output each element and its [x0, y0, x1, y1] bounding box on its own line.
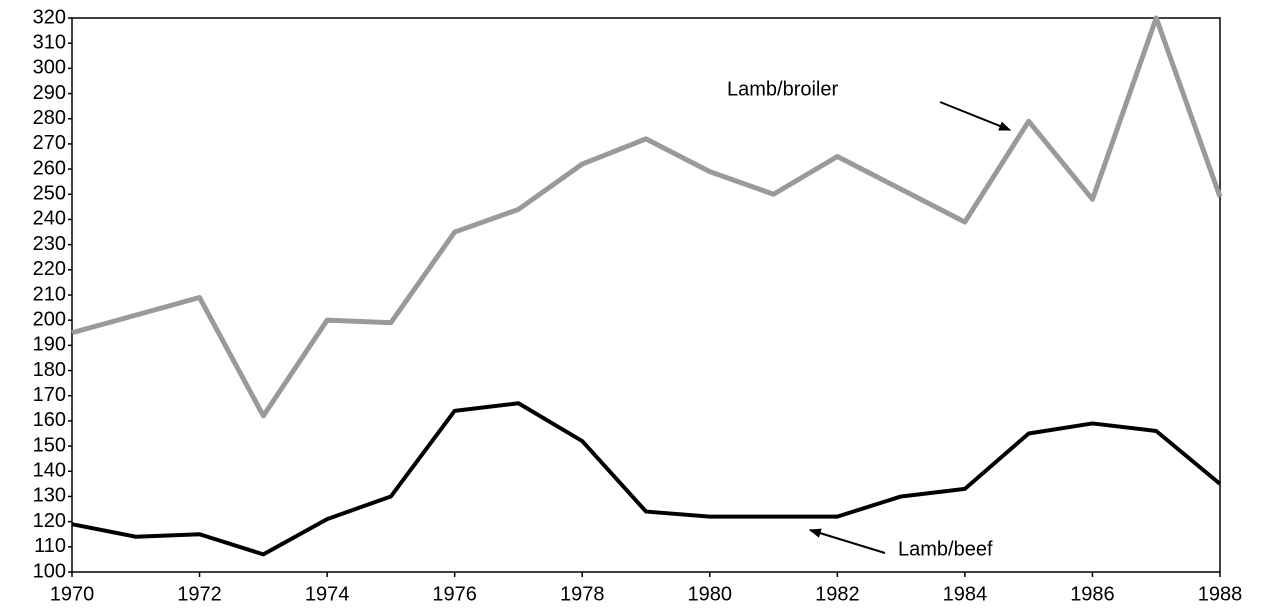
series-line — [71, 15, 1223, 419]
y-tick-label: 240 — [33, 208, 66, 230]
y-tick-label: 230 — [33, 233, 66, 255]
y-tick-label: 180 — [33, 359, 66, 381]
annotation-arrow — [939, 101, 1012, 131]
y-tick-label: 190 — [33, 334, 66, 356]
plot-frame — [71, 17, 1221, 573]
y-tick-label: 210 — [33, 283, 66, 305]
x-tick-label: 1988 — [1198, 583, 1243, 605]
series-line — [71, 401, 1222, 557]
x-tick-label: 1984 — [943, 583, 988, 605]
x-tick-label: 1986 — [1070, 583, 1115, 605]
y-tick-label: 120 — [33, 510, 66, 532]
y-tick-label: 280 — [33, 107, 66, 129]
y-tick-label: 300 — [33, 57, 66, 79]
x-tick-label: 1980 — [688, 583, 733, 605]
y-tick-label: 140 — [33, 460, 66, 482]
y-tick-label: 130 — [33, 485, 66, 507]
y-tick-label: 100 — [33, 560, 66, 582]
y-tick-label: 270 — [33, 132, 66, 154]
y-tick-label: 200 — [33, 308, 66, 330]
y-tick-label: 260 — [33, 157, 66, 179]
y-tick-label: 110 — [34, 535, 66, 557]
y-tick-label: 310 — [33, 31, 66, 53]
x-tick-label: 1972 — [177, 583, 222, 605]
y-tick-label: 220 — [33, 258, 66, 280]
annotation-arrow — [808, 528, 886, 554]
x-tick-label: 1978 — [560, 583, 605, 605]
x-tick-label: 1982 — [815, 583, 860, 605]
annotation: Lamb/broiler — [727, 78, 839, 100]
x-tick-label: 1970 — [50, 583, 95, 605]
x-tick-label: 1976 — [432, 583, 477, 605]
y-tick-label: 150 — [33, 434, 66, 456]
y-tick-label: 170 — [33, 384, 66, 406]
y-tick-label: 160 — [33, 409, 66, 431]
x-tick-label: 1974 — [305, 583, 350, 605]
y-tick-label: 250 — [33, 183, 66, 205]
y-tick-label: 320 — [33, 6, 66, 28]
annotation: Lamb/beef — [898, 538, 993, 560]
y-tick-label: 290 — [33, 82, 66, 104]
